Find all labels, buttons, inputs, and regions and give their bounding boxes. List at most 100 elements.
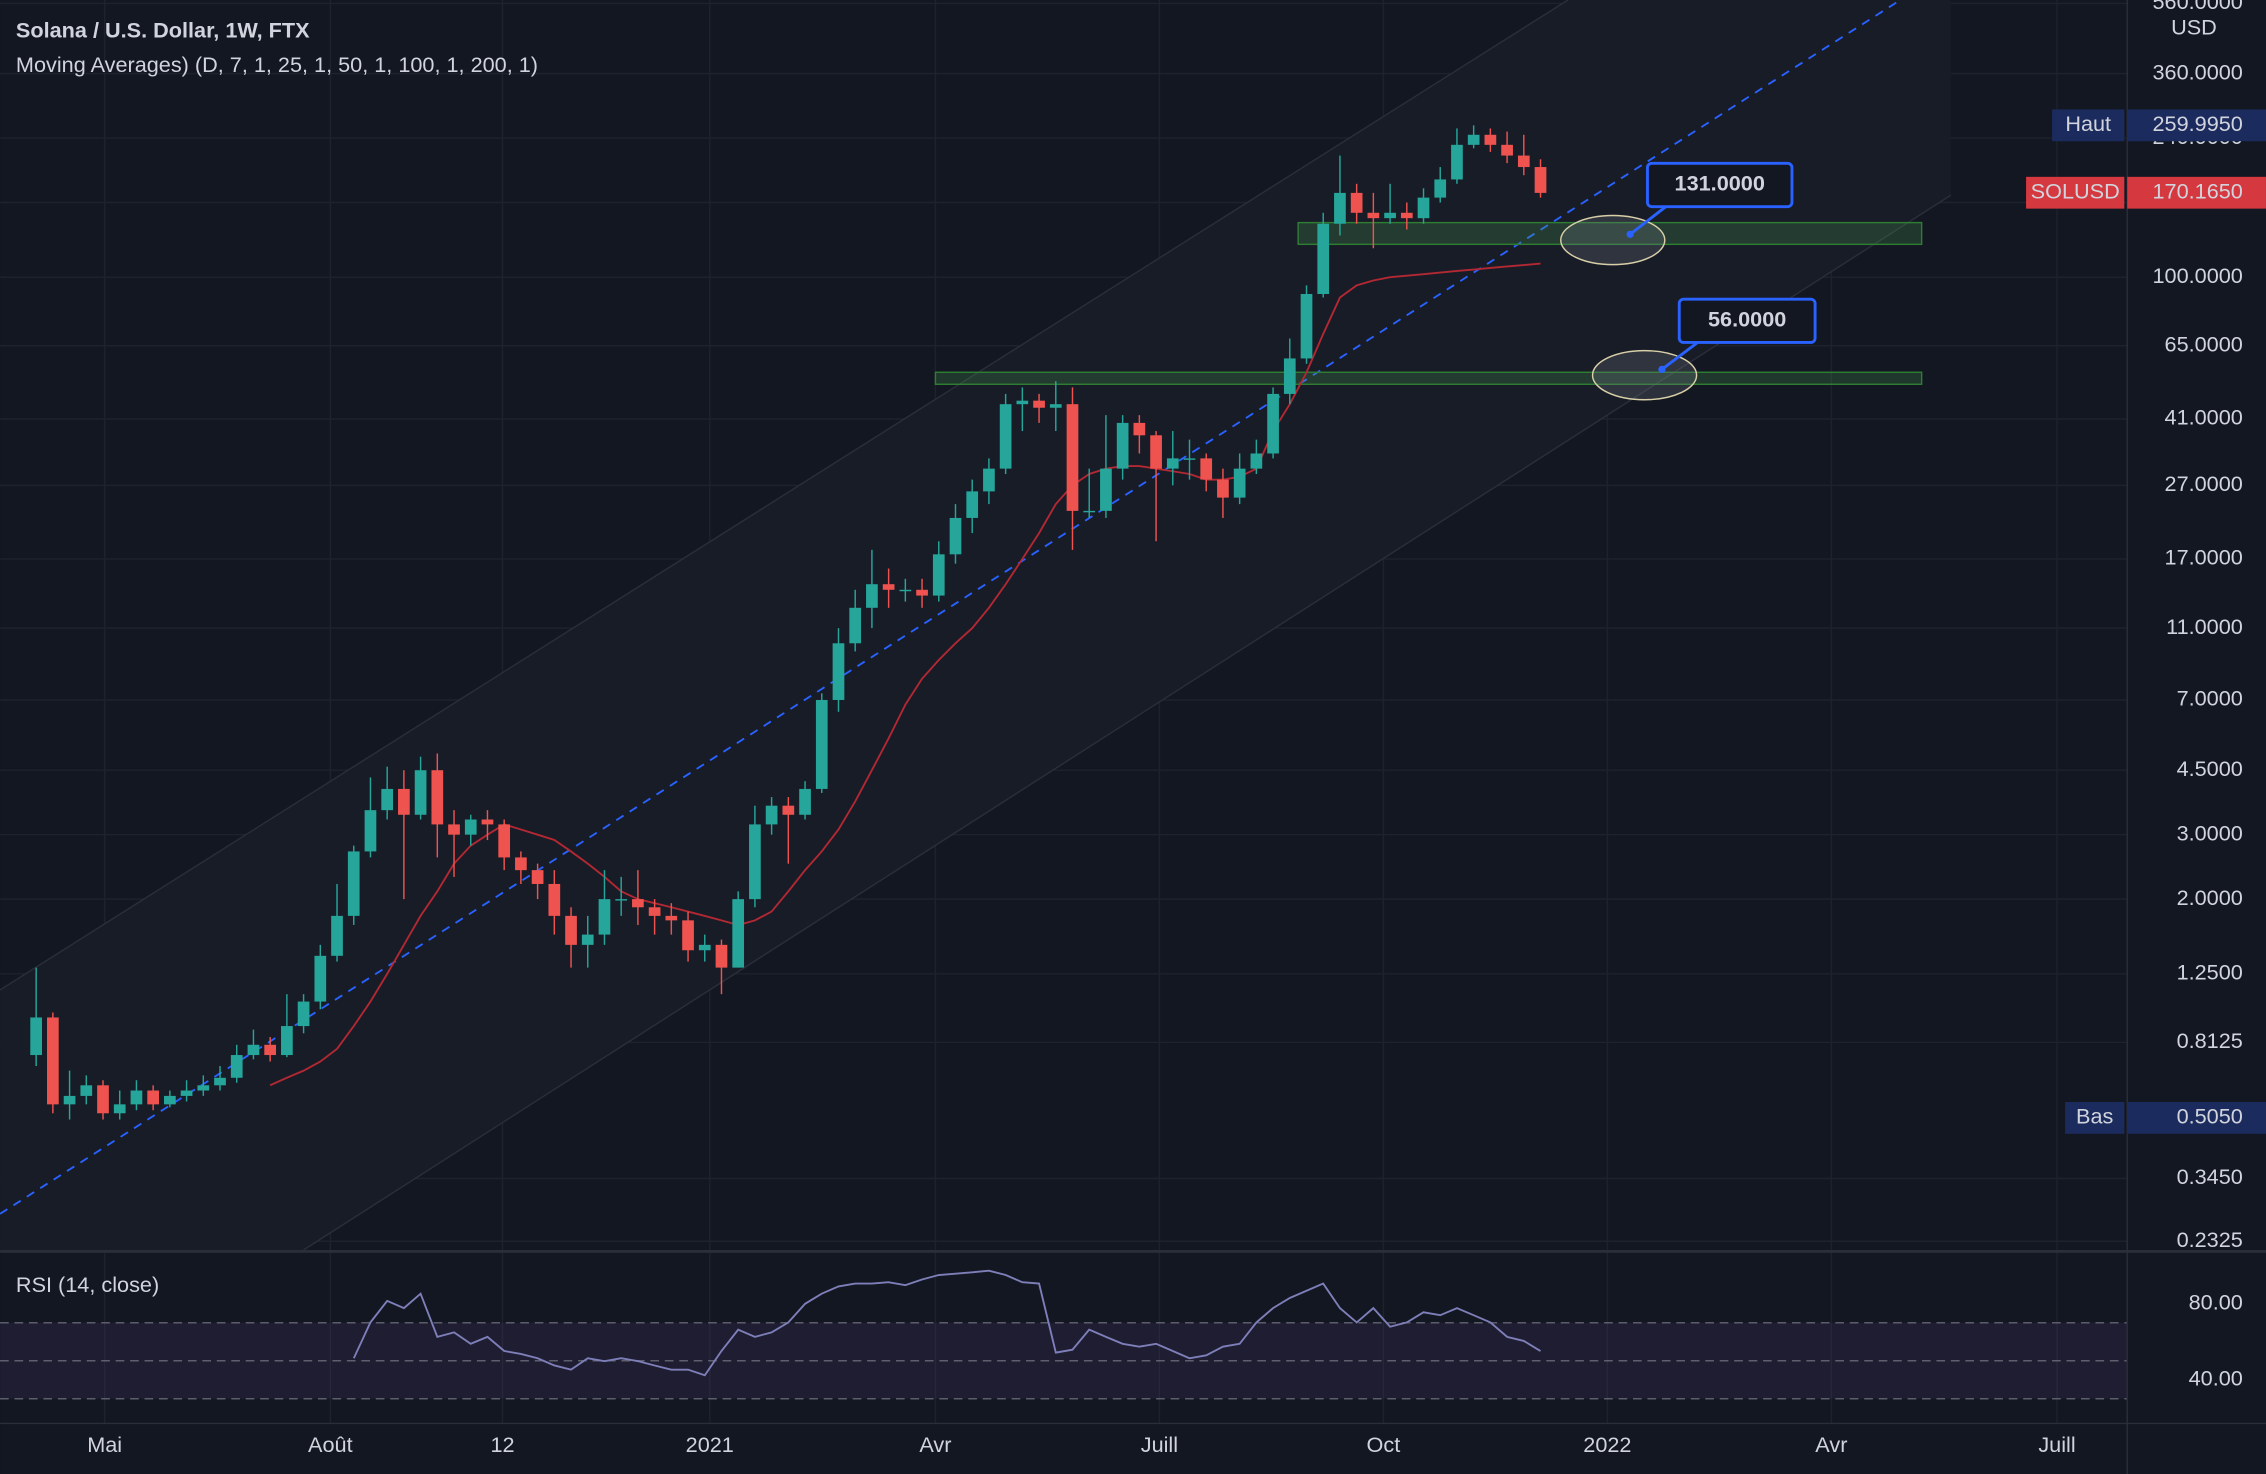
callout-pointer xyxy=(1661,339,1701,371)
callout-ellipse xyxy=(1591,349,1698,401)
candle-body xyxy=(297,1001,310,1027)
price-label-value: 259.9950 xyxy=(2153,111,2243,136)
x-tick-label: Avr xyxy=(919,1432,951,1457)
callout-label: 131.0000 xyxy=(1675,171,1765,196)
candle-body xyxy=(1049,404,1062,408)
candle-body xyxy=(431,770,444,825)
candle-body xyxy=(1166,458,1179,469)
candle-body xyxy=(197,1085,210,1091)
price-label-name: Bas xyxy=(2076,1104,2113,1129)
candle-body xyxy=(1534,167,1547,193)
price-label-value-bg xyxy=(2127,1102,2266,1134)
candle-body xyxy=(247,1044,260,1056)
support-zone xyxy=(1297,221,1923,246)
callout-ellipse xyxy=(1560,214,1666,266)
axes: Mai Août 12 2021 Avr Juill Oct 2022 Avr Juill 0.23… xyxy=(87,0,2266,1457)
rsi-title: RSI (14, close) xyxy=(16,1272,159,1297)
candle-body xyxy=(1250,453,1263,469)
candle-body xyxy=(1150,435,1162,469)
candle-body xyxy=(866,584,878,608)
candle-body xyxy=(565,915,577,945)
candle-body xyxy=(398,788,410,815)
candle-body xyxy=(1517,155,1530,168)
candle-body xyxy=(1334,192,1346,224)
candle-body xyxy=(1133,422,1146,436)
x-tick-label: Juill xyxy=(2038,1432,2075,1457)
y-tick-label: 17.0000 xyxy=(2165,545,2243,570)
candle-body xyxy=(130,1090,143,1105)
price-label-name-bg xyxy=(2026,176,2125,209)
candle-body xyxy=(632,899,644,908)
y-tick-label: 0.3450 xyxy=(2177,1164,2243,1189)
currency: USD xyxy=(2171,15,2217,40)
candle-body xyxy=(1467,134,1480,145)
candle-body xyxy=(932,554,945,596)
candle-body xyxy=(715,944,728,968)
candle-body xyxy=(815,699,828,789)
candle-body xyxy=(63,1095,76,1105)
candle-body xyxy=(347,851,360,916)
channel-lower xyxy=(303,194,1952,1251)
callout-pointer xyxy=(1629,204,1669,236)
candle-body xyxy=(414,770,427,815)
y-tick-label: 65.0000 xyxy=(2165,331,2243,356)
price-label-name-bg xyxy=(2065,1102,2125,1134)
candle-body xyxy=(1116,422,1129,469)
candle-body xyxy=(1300,293,1313,359)
candle-body xyxy=(1100,468,1112,511)
y-tick-label: 4.5000 xyxy=(2177,756,2243,781)
y-tick-label: 360.0000 xyxy=(2153,59,2243,84)
plot: 131.0000 56.0000 xyxy=(30,125,1923,1377)
candle-body xyxy=(381,788,394,811)
callout-box xyxy=(1646,161,1794,209)
candle-body xyxy=(849,607,862,644)
candle-body xyxy=(1200,458,1213,480)
price-label-name: SOLUSD xyxy=(2031,178,2120,203)
candle-body xyxy=(1451,144,1463,180)
price-label-name-bg xyxy=(2052,109,2125,142)
y-tick-label: 3.0000 xyxy=(2177,820,2243,845)
channel-upper xyxy=(0,0,1569,991)
candle-body xyxy=(682,920,694,951)
candle-body xyxy=(164,1095,176,1105)
candle-body xyxy=(230,1055,243,1078)
candle-body xyxy=(949,517,962,555)
moving-average xyxy=(269,262,1541,1087)
candle-body xyxy=(732,899,745,968)
y-tick-label: 11.0000 xyxy=(2166,614,2243,639)
candle-body xyxy=(47,1017,59,1105)
candle-body xyxy=(1033,400,1045,408)
price-label-value-bg xyxy=(2127,176,2266,209)
y-tick-label: 7.0000 xyxy=(2177,686,2243,711)
y-tick-label: 41.0000 xyxy=(2165,405,2243,430)
callout-anchor xyxy=(1658,365,1666,374)
candle-body xyxy=(598,899,611,935)
y-tick-label: 0.8125 xyxy=(2177,1028,2243,1053)
candle-body xyxy=(899,589,912,592)
x-tick-label: Août xyxy=(308,1432,353,1457)
x-tick-label: Juill xyxy=(1141,1432,1178,1457)
candle-body xyxy=(364,810,377,852)
candle-body xyxy=(448,824,460,835)
candle-body xyxy=(698,944,711,951)
candle-body xyxy=(615,899,628,901)
candle-body xyxy=(1367,212,1380,219)
y-tick-label: 560.0000 xyxy=(2153,0,2243,14)
candle-body xyxy=(531,870,544,884)
candle-body xyxy=(1217,479,1229,498)
x-tick-label: Avr xyxy=(1815,1432,1847,1457)
candle-body xyxy=(1016,400,1029,405)
candle-body xyxy=(1083,510,1096,513)
candle-body xyxy=(1434,179,1447,198)
y-tick-label: 2.0000 xyxy=(2177,885,2243,910)
candle-body xyxy=(97,1085,109,1114)
candle-body xyxy=(665,915,678,921)
candle-body xyxy=(1066,404,1079,511)
price-label-value: 170.1650 xyxy=(2153,178,2243,203)
candle-body xyxy=(1267,393,1279,454)
candle-body xyxy=(765,805,778,825)
candle-body xyxy=(481,819,494,825)
x-tick-label: 2021 xyxy=(686,1432,734,1457)
